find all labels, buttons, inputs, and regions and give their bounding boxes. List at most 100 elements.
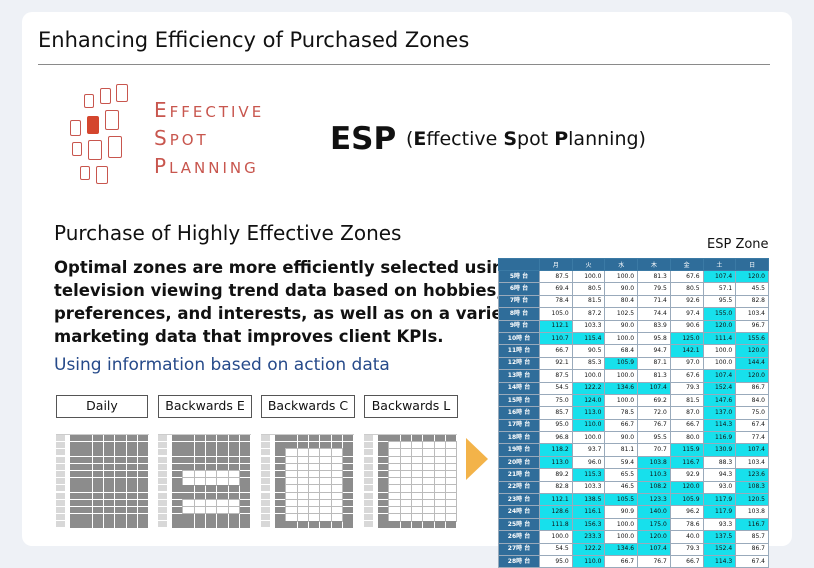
grid-cell bbox=[194, 514, 206, 521]
grid-cell bbox=[239, 442, 251, 449]
grid-cell bbox=[103, 471, 115, 478]
grid-cell bbox=[92, 435, 104, 442]
grid-cell bbox=[444, 441, 458, 450]
grid-cell bbox=[228, 449, 239, 456]
table-cell: 100.0 bbox=[571, 369, 606, 383]
grid-cell bbox=[308, 435, 320, 442]
table-cell: 80.5 bbox=[669, 282, 704, 296]
table-cell: 115.4 bbox=[571, 331, 606, 346]
grid-cell bbox=[433, 448, 446, 457]
grid-cell bbox=[115, 463, 126, 471]
grid-cell bbox=[275, 507, 286, 514]
table-cell: 78.6 bbox=[669, 517, 704, 532]
table-cell: 59.4 bbox=[604, 455, 639, 470]
table-cell: 103.4 bbox=[735, 307, 769, 321]
grid-cell bbox=[275, 499, 286, 507]
grid-cell bbox=[388, 513, 401, 522]
table-cell: 95.0 bbox=[539, 418, 573, 433]
table-cell: 105.9 bbox=[604, 356, 639, 371]
grid-row-marker bbox=[56, 492, 65, 499]
table-cell: 75.0 bbox=[735, 406, 769, 420]
logo-line-planning: PLANNING bbox=[154, 154, 259, 178]
table-cell: 90.0 bbox=[604, 319, 639, 333]
table-cell: 82.8 bbox=[735, 294, 769, 309]
section-description: Optimal zones are more efficiently selec… bbox=[54, 258, 546, 346]
grid-cell bbox=[285, 498, 298, 508]
grid-cell bbox=[70, 449, 81, 456]
table-cell: 96.0 bbox=[571, 455, 606, 470]
grid-row-marker bbox=[364, 463, 373, 470]
grid-cell bbox=[444, 448, 458, 457]
grid-cell bbox=[378, 514, 389, 521]
grid-cell bbox=[410, 469, 424, 479]
column-header: 火 bbox=[571, 258, 606, 271]
grid-cell bbox=[239, 521, 251, 528]
grid-cell bbox=[399, 513, 413, 522]
table-cell: 155.0 bbox=[702, 307, 737, 321]
grid-cell bbox=[239, 499, 251, 507]
grid-cell bbox=[183, 514, 194, 521]
grid-cell bbox=[126, 435, 137, 442]
table-cell: 90.0 bbox=[604, 431, 639, 445]
grid-cell bbox=[399, 477, 413, 486]
grid-cell bbox=[115, 499, 126, 507]
grid-cell bbox=[126, 499, 137, 507]
grid-cell bbox=[115, 471, 126, 478]
grid-cell bbox=[285, 477, 298, 486]
table-cell: 112.1 bbox=[539, 493, 573, 507]
grid-cell bbox=[205, 442, 217, 449]
grid-row-marker bbox=[158, 471, 167, 477]
grid-cell bbox=[378, 435, 389, 442]
column-header bbox=[498, 258, 540, 271]
grid-cell bbox=[388, 448, 401, 457]
grid-cell bbox=[296, 513, 310, 522]
grid-cell bbox=[296, 491, 310, 501]
table-cell: 87.2 bbox=[571, 307, 606, 321]
table-cell: 107.4 bbox=[735, 443, 769, 457]
grid-cell bbox=[399, 455, 413, 465]
grid-cell bbox=[172, 463, 183, 471]
grid-cell bbox=[204, 498, 218, 508]
grid-cell bbox=[411, 435, 423, 442]
grid-cell bbox=[172, 485, 183, 492]
grid-cell bbox=[433, 505, 446, 515]
grid-cell bbox=[330, 484, 343, 493]
grid-cell bbox=[307, 505, 321, 515]
grid-cell bbox=[183, 485, 194, 492]
table-cell: 113.0 bbox=[539, 455, 573, 470]
grid-cell bbox=[296, 484, 310, 493]
table-cell: 95.5 bbox=[702, 294, 737, 309]
table-cell: 70.7 bbox=[637, 443, 671, 457]
table-row: 10時 台 110.7 115.4 100.0 95.8 125.0 111.4 155.6 bbox=[498, 331, 769, 346]
table-row: 17時 台 95.0 110.0 66.7 76.7 66.7 114.3 67.4 bbox=[498, 418, 769, 433]
grid-cell bbox=[81, 521, 92, 528]
table-cell: 134.6 bbox=[604, 542, 639, 557]
table-cell: 120.0 bbox=[735, 269, 769, 284]
table-cell: 137.0 bbox=[702, 406, 737, 420]
table-cell: 66.7 bbox=[604, 554, 639, 568]
grid-cell bbox=[319, 469, 332, 479]
table-cell: 85.7 bbox=[735, 530, 769, 544]
table-cell: 79.3 bbox=[669, 542, 704, 557]
grid-cell bbox=[378, 492, 389, 499]
grid-cell bbox=[422, 462, 435, 472]
table-cell: 66.7 bbox=[669, 554, 704, 568]
grid-cell bbox=[217, 514, 228, 521]
grid-row-marker bbox=[261, 492, 270, 499]
grid-backwards-l bbox=[364, 426, 458, 528]
grid-cell bbox=[126, 456, 137, 463]
grid-cell bbox=[115, 507, 126, 514]
grid-cell bbox=[342, 442, 354, 449]
table-cell: 103.3 bbox=[571, 480, 606, 495]
grid-cell bbox=[389, 521, 400, 528]
table-cell: 54.5 bbox=[539, 381, 573, 395]
table-cell: 67.6 bbox=[669, 269, 704, 284]
grid-cell bbox=[227, 498, 240, 508]
grid-cell bbox=[115, 478, 126, 485]
grid-cell bbox=[388, 505, 401, 515]
table-cell: 117.9 bbox=[702, 493, 737, 507]
row-header: 14時 台 bbox=[498, 381, 540, 395]
table-cell: 175.0 bbox=[637, 517, 671, 532]
row-header: 26時 台 bbox=[498, 530, 540, 544]
table-cell: 75.0 bbox=[539, 393, 573, 408]
